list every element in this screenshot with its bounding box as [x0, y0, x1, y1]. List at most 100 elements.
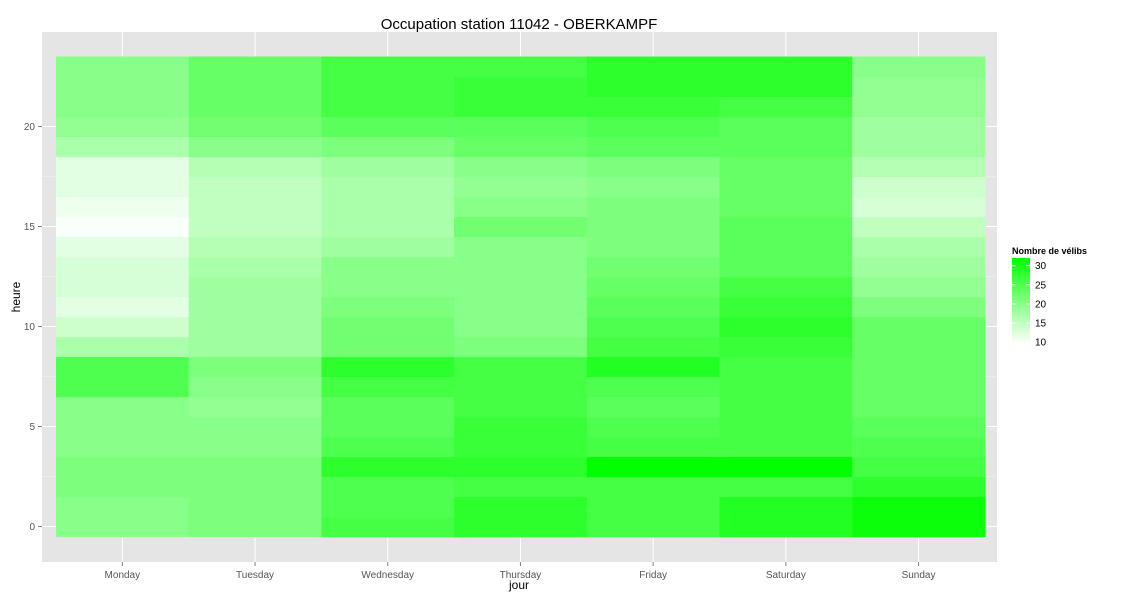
heatmap-cell	[56, 376, 190, 398]
heatmap-cell	[719, 516, 853, 538]
heatmap-cell	[188, 376, 322, 398]
heatmap-cell	[852, 276, 986, 298]
heatmap-cell	[188, 196, 322, 218]
heatmap-cell	[586, 476, 721, 498]
heatmap-cell	[56, 496, 190, 518]
heatmap-cell	[454, 336, 588, 358]
heatmap-cell	[719, 456, 853, 478]
heatmap-cell	[454, 156, 588, 178]
heatmap-cell	[719, 136, 853, 158]
heatmap-cell	[852, 416, 986, 438]
heatmap-cell	[321, 216, 455, 238]
heatmap-cell	[56, 416, 190, 438]
heatmap-cell	[852, 56, 986, 78]
heatmap-cell	[188, 496, 322, 518]
heatmap-cell	[321, 496, 455, 518]
heatmap-cell	[321, 256, 455, 278]
heatmap-cell	[719, 356, 853, 378]
x-axis-title: jour	[508, 578, 529, 592]
heatmap-cell	[321, 516, 455, 538]
heatmap-cell	[454, 76, 588, 98]
heatmap-cell	[321, 336, 455, 358]
x-tick-label: Monday	[105, 570, 141, 581]
legend-tick-label: 20	[1035, 299, 1047, 310]
heatmap-cell	[586, 236, 721, 258]
heatmap-cell	[56, 116, 190, 138]
y-axis-title: heure	[9, 281, 23, 312]
y-tick-label: 10	[24, 322, 36, 333]
heatmap-cell	[719, 216, 853, 238]
heatmap-cell	[321, 376, 455, 398]
heatmap-cell	[321, 176, 455, 198]
heatmap-cell	[586, 396, 721, 418]
heatmap-cell	[454, 496, 588, 518]
heatmap-cell	[586, 316, 721, 338]
y-tick-label: 15	[24, 222, 36, 233]
heatmap-cell	[188, 156, 322, 178]
heatmap-cell	[56, 76, 190, 98]
heatmap-cell	[719, 376, 853, 398]
heatmap-cell	[719, 116, 853, 138]
heatmap-cell	[719, 316, 853, 338]
heatmap-cell	[586, 276, 721, 298]
heatmap-cell	[586, 456, 721, 478]
heatmap-cell	[719, 416, 853, 438]
heatmap-cell	[56, 176, 190, 198]
x-tick-label: Wednesday	[361, 570, 414, 581]
heatmap-cell	[852, 376, 986, 398]
heatmap-cell	[852, 296, 986, 318]
heatmap-cell	[56, 296, 190, 318]
x-tick-label: Friday	[639, 570, 667, 581]
legend-tick-label: 25	[1035, 280, 1047, 291]
heatmap-cell	[852, 116, 986, 138]
heatmap-cell	[586, 356, 721, 378]
heatmap-cell	[454, 136, 588, 158]
heatmap-cell	[321, 56, 455, 78]
x-tick-label: Sunday	[902, 570, 936, 581]
heatmap-cell	[719, 396, 853, 418]
heatmap-cell	[586, 296, 721, 318]
heatmap-cell	[719, 496, 853, 518]
heatmap-cell	[852, 516, 986, 538]
heatmap-cell	[852, 136, 986, 158]
heatmap-cell	[719, 296, 853, 318]
heatmap-cell	[454, 196, 588, 218]
heatmap-cell	[56, 356, 190, 378]
heatmap-cell	[188, 276, 322, 298]
heatmap-cell	[188, 216, 322, 238]
heatmap-cell	[454, 296, 588, 318]
heatmap-cell	[719, 336, 853, 358]
heatmap-cell	[852, 456, 986, 478]
heatmap-cell	[852, 496, 986, 518]
heatmap-cell	[188, 436, 322, 458]
heatmap-cell	[852, 216, 986, 238]
heatmap-cell	[454, 436, 588, 458]
heatmap-cell	[188, 476, 322, 498]
legend-color-bar	[1012, 258, 1030, 344]
heatmap-cell	[56, 316, 190, 338]
heatmap-cell	[586, 56, 721, 78]
x-axis: Monday Tuesday Wednesday Thursday Friday Satu…	[105, 562, 936, 581]
heatmap-cell	[56, 136, 190, 158]
heatmap-cell	[321, 456, 455, 478]
heatmap-cell	[852, 476, 986, 498]
heatmap-cell	[188, 416, 322, 438]
heatmap-cell	[852, 176, 986, 198]
heatmap-cell	[719, 176, 853, 198]
heatmap-cell	[586, 116, 721, 138]
heatmap-cell	[188, 76, 322, 98]
heatmap-cell	[586, 376, 721, 398]
heatmap-cell	[321, 196, 455, 218]
heatmap-cell	[56, 336, 190, 358]
heatmap-cell	[321, 136, 455, 158]
heatmap-cell	[454, 116, 588, 138]
heatmap-cell	[454, 56, 588, 78]
x-tick-label: Thursday	[500, 570, 542, 581]
legend-tick-label: 10	[1035, 338, 1047, 349]
heatmap-cell	[719, 436, 853, 458]
heatmap-cell	[321, 76, 455, 98]
heatmap-cell	[56, 196, 190, 218]
heatmap-cell	[454, 236, 588, 258]
heatmap-cell	[719, 236, 853, 258]
heatmap-cell	[454, 256, 588, 278]
